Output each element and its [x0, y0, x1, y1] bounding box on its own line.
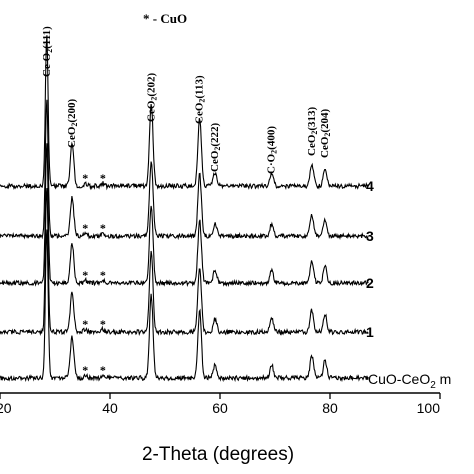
peak-label-group: Ce O2(111)CeO2(200) CeO2(202)CeO2(113)CeO…: [41, 26, 332, 174]
series-label-group: 4 3 2 1 CuO-CeO2 m: [366, 178, 451, 391]
x-tick-label: 80: [322, 400, 338, 416]
peak-label-4: CeO2(222): [209, 122, 222, 172]
cuo-star: *: [100, 221, 106, 235]
legend-cuo-note: * - CuO: [143, 11, 187, 26]
cuo-star: *: [100, 363, 106, 377]
peak-label-7: CeO2(204): [319, 108, 332, 158]
cuo-marker-group: * * * * * * * * * *: [82, 171, 106, 377]
series-line-0: [0, 35, 369, 191]
cuo-star: *: [82, 363, 88, 377]
peak-label-3: CeO2(113): [194, 75, 207, 124]
series-label-4: CuO-CeO2 m: [368, 371, 451, 391]
x-tick-label: 20: [0, 400, 12, 416]
series-label-2: 2: [366, 275, 374, 291]
cuo-star: *: [82, 171, 88, 185]
series-line-3: [0, 187, 369, 336]
cuo-star: *: [82, 268, 88, 282]
x-tick-label: 40: [102, 400, 118, 416]
cuo-star: *: [100, 317, 106, 331]
cuo-star: *: [100, 171, 106, 185]
cuo-star: *: [82, 317, 88, 331]
peak-label-2: CeO2(202): [145, 72, 158, 122]
x-tick-label: 60: [212, 400, 228, 416]
peak-label-1: CeO2(200): [66, 98, 79, 148]
peak-label-6: CeO2(313): [306, 106, 319, 156]
cuo-star: *: [100, 268, 106, 282]
peak-label-5: C·O2(400): [266, 126, 279, 174]
trace-group: [0, 35, 369, 383]
series-label-1: 3: [366, 228, 374, 244]
cuo-star: *: [82, 221, 88, 235]
series-line-2: [0, 143, 369, 288]
series-line-4: [0, 229, 369, 383]
peak-label-0: Ce O2(111): [41, 26, 54, 77]
x-tick-group: 20 40 60 80 100: [0, 393, 441, 416]
series-label-0: 4: [366, 178, 374, 194]
series-label-3: 1: [366, 324, 374, 340]
series-line-1: [0, 99, 369, 241]
x-tick-label: 100: [417, 400, 441, 416]
x-axis-title: 2-Theta (degrees): [142, 444, 294, 465]
